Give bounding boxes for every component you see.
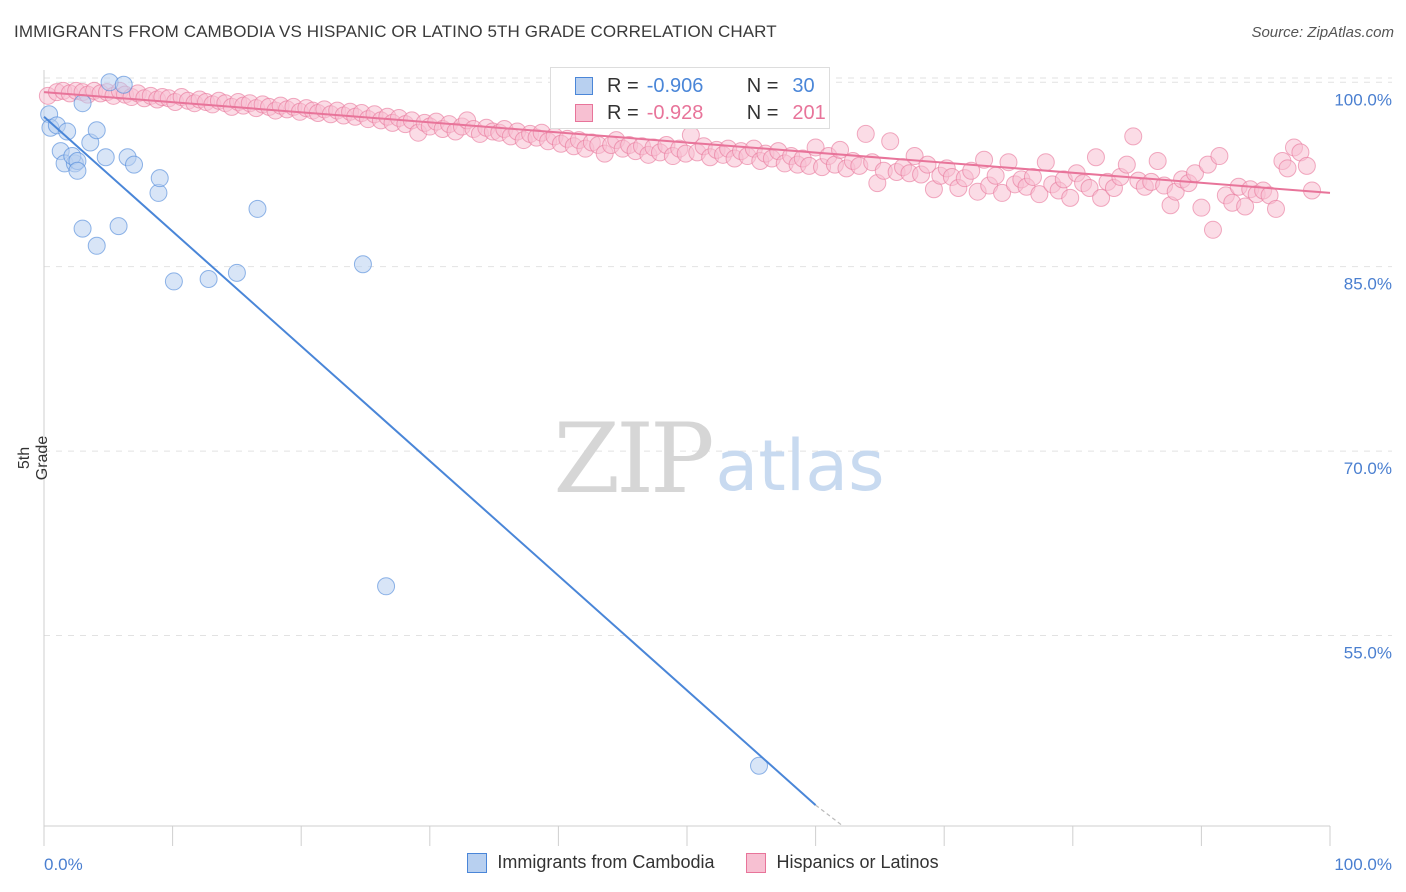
cambodia-point [96,148,115,167]
cambodia-point [73,219,92,238]
cambodia-trend-extension [815,804,842,826]
x-tick-label: 0.0% [44,855,83,874]
legend-n-value: 201 [792,101,826,124]
hispanic-point [856,124,875,143]
hispanic-point [1203,220,1222,239]
cambodia-point [150,169,169,188]
cambodia-point [248,199,267,218]
cambodia-point [68,161,87,180]
legend-n-label: N = [746,101,779,124]
legend-n-label: N = [746,74,779,97]
series-label-cambodia: Immigrants from Cambodia [497,852,715,872]
hispanic-point [881,132,900,151]
series-swatch-hispanic [746,852,767,873]
cambodia-point [227,263,246,282]
correlation-legend: R = -0.906 N = 30 R = -0.928 N = 201 [550,67,830,129]
legend-swatch-hispanic [575,104,593,122]
cambodia-point [87,236,106,255]
cambodia-point [109,217,128,236]
cambodia-point [58,122,77,141]
series-legend: Immigrants from Cambodia Hispanics or La… [0,852,1406,873]
hispanic-point [1148,151,1167,170]
hispanic-point [1080,179,1099,198]
hispanic-point [1210,147,1229,166]
cambodia-point [164,272,183,291]
hispanic-point [1236,197,1255,216]
hispanic-point [1278,159,1297,178]
hispanic-point [1192,198,1211,217]
source-label: Source: ZipAtlas.com [1251,24,1394,41]
y-tick-label: 55.0% [1344,643,1392,662]
legend-n-value: 30 [792,74,815,97]
cambodia-point [125,155,144,174]
cambodia-trend-line [43,115,817,806]
hispanic-point [1086,148,1105,167]
hispanic-point [962,161,981,180]
legend-row-hispanic: R = -0.928 N = 201 [575,101,826,125]
legend-r-value: -0.906 [646,74,704,97]
hispanic-point [1023,167,1042,186]
y-tick-label: 100.0% [1334,90,1392,109]
hispanic-point [986,166,1005,185]
hispanic-point [1117,155,1136,174]
hispanic-point [1092,188,1111,207]
hispanic-point [1061,188,1080,207]
y-axis-title: 5th Grade [16,435,51,481]
y-tick-label: 85.0% [1344,275,1392,294]
cambodia-point [199,269,218,288]
data-points [38,73,1321,775]
series-legend-cambodia[interactable]: Immigrants from Cambodia [467,852,714,873]
watermark-zip: ZIP [553,403,712,515]
cambodia-point [377,577,396,596]
series-swatch-cambodia [467,852,488,873]
legend-r-value: -0.928 [646,101,704,124]
series-label-hispanic: Hispanics or Latinos [776,852,939,872]
legend-r-label: R = [607,74,639,97]
hispanic-point [1030,185,1049,204]
trend-lines [43,91,1331,826]
hispanic-point [1036,153,1055,172]
cambodia-point [73,94,92,113]
hispanic-point [1297,156,1316,175]
hispanic-point [975,150,994,169]
cambodia-point [114,75,133,94]
cambodia-point [750,756,769,775]
tick-labels: 100.0% 85.0% 70.0% 55.0% 0.0% 100.0% [44,90,1392,874]
cambodia-point [87,121,106,140]
watermark-atlas: atlas [715,425,884,507]
cambodia-point [353,255,372,274]
x-tick-label: 100.0% [1334,855,1392,874]
y-tick-label: 70.0% [1344,459,1392,478]
hispanic-point [1266,199,1285,218]
legend-r-label: R = [607,101,639,124]
legend-swatch-cambodia [575,77,593,95]
chart-title: IMMIGRANTS FROM CAMBODIA VS HISPANIC OR … [14,22,777,41]
hispanic-point [993,183,1012,202]
series-legend-hispanic[interactable]: Hispanics or Latinos [746,852,939,873]
legend-row-cambodia: R = -0.906 N = 30 [575,74,815,98]
watermark: ZIP atlas [553,403,884,515]
hispanic-point [1124,127,1143,146]
axes [43,70,1331,846]
hispanic-trend-line [43,91,1331,194]
